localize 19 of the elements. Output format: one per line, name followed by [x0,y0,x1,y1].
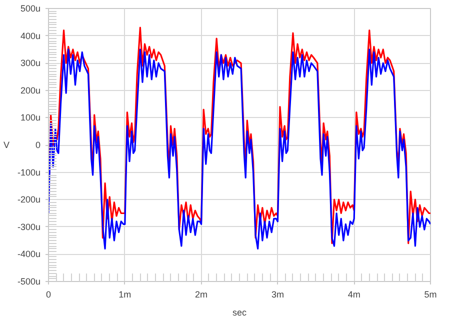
x-axis-title: sec [232,308,248,318]
y-tick-label: -100u [17,167,41,178]
x-tick-label: 4m [348,290,360,300]
x-tick-label: 1m [118,290,132,300]
y-axis-title: V [3,140,10,150]
y-tick-label: 400u [20,30,41,41]
x-tick-label: 3m [271,290,284,300]
y-tick-label: -400u [17,249,41,260]
y-tick-label: -300u [17,222,41,232]
y-tick-label: 0 [35,140,41,150]
x-tick-label: 2m [195,290,208,300]
x-tick-label: 5m [424,290,437,300]
y-tick-label: 500u [20,4,41,14]
y-tick-label: -200u [17,194,41,205]
x-tick-label: 0 [46,290,52,300]
y-tick-label: -500u [17,276,41,286]
y-tick-label: 200u [20,85,41,96]
y-tick-label: 300u [20,58,41,68]
y-tick-label: 100u [20,112,41,123]
